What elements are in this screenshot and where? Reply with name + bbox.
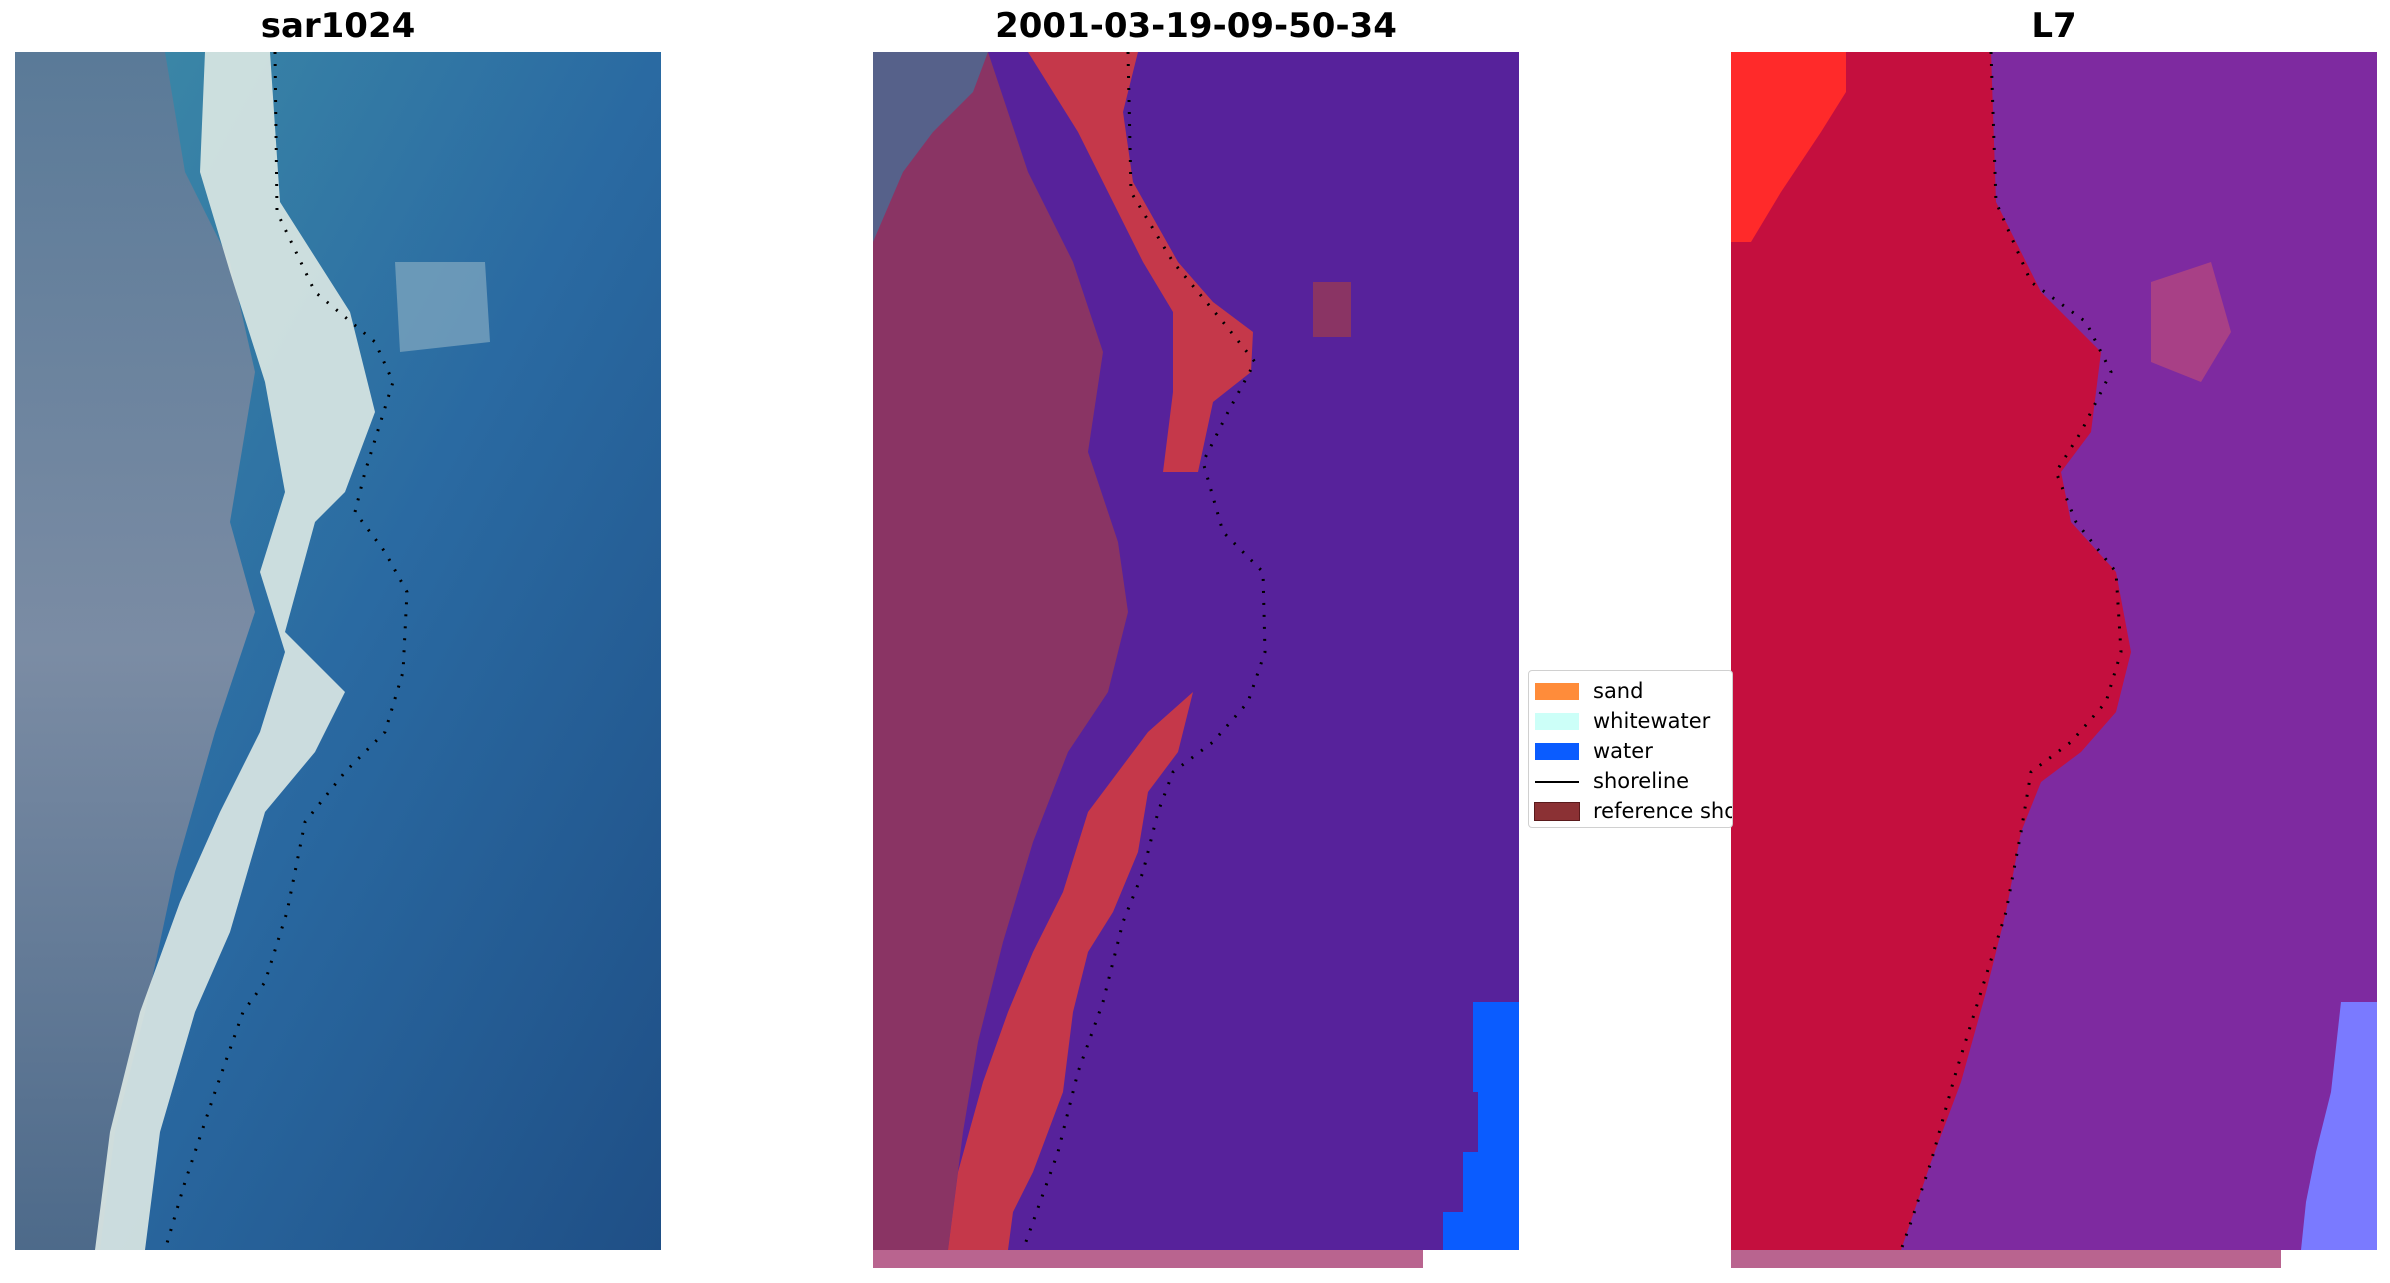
l7-offshore-pink	[2151, 262, 2231, 382]
class-land-area	[873, 52, 1128, 1250]
class-sand-band	[1028, 52, 1253, 472]
classified-image	[873, 52, 1519, 1250]
legend: sand whitewater water shoreline referenc…	[1528, 670, 1733, 828]
water-swatch	[1535, 742, 1579, 760]
panel-title-l7: L7	[2031, 6, 2077, 46]
shoreline-swatch	[1535, 773, 1579, 790]
l7-image	[1731, 52, 2377, 1250]
legend-item-reference-shoreline: reference shoreline	[1534, 797, 1732, 825]
legend-item-water: water	[1535, 737, 1653, 765]
classified-shoreline	[1021, 52, 1267, 1250]
l7-image-panel	[1731, 52, 2377, 1250]
rgb-offshore-patch	[395, 262, 490, 352]
rgb-shoreline	[163, 52, 409, 1250]
legend-label-shoreline: shoreline	[1593, 769, 1690, 793]
l7-bright-red-corner	[1731, 52, 1846, 242]
l7-land-area	[1731, 52, 2131, 1250]
legend-item-shoreline: shoreline	[1535, 767, 1689, 795]
rgb-land-area	[15, 52, 255, 1250]
class-land-grey-corner	[873, 52, 988, 242]
legend-item-whitewater: whitewater	[1535, 707, 1710, 735]
legend-label-whitewater: whitewater	[1593, 709, 1711, 733]
class-small-patch	[1313, 282, 1351, 337]
class-water-blue-patch	[1443, 1002, 1519, 1250]
class-sand-band-lower	[948, 692, 1193, 1250]
rgb-image	[15, 52, 661, 1250]
classified-image-panel	[873, 52, 1519, 1250]
legend-label-reference-shoreline: reference shoreline	[1593, 799, 1732, 823]
rgb-image-panel	[15, 52, 661, 1250]
sand-swatch	[1535, 682, 1579, 700]
reference-shoreline-swatch	[1534, 801, 1580, 821]
legend-item-sand: sand	[1535, 677, 1643, 705]
l7-light-blue-patch	[2301, 1002, 2377, 1250]
rgb-beach-band	[95, 52, 375, 1250]
legend-label-water: water	[1593, 739, 1653, 763]
whitewater-swatch	[1535, 712, 1579, 730]
panel-title-date: 2001-03-19-09-50-34	[995, 6, 1397, 46]
l7-reference-strip	[1731, 1250, 2281, 1268]
legend-label-sand: sand	[1593, 679, 1644, 703]
l7-shoreline	[1899, 52, 2123, 1250]
panel-title-sar1024: sar1024	[260, 6, 416, 46]
classified-reference-strip	[873, 1250, 1423, 1268]
